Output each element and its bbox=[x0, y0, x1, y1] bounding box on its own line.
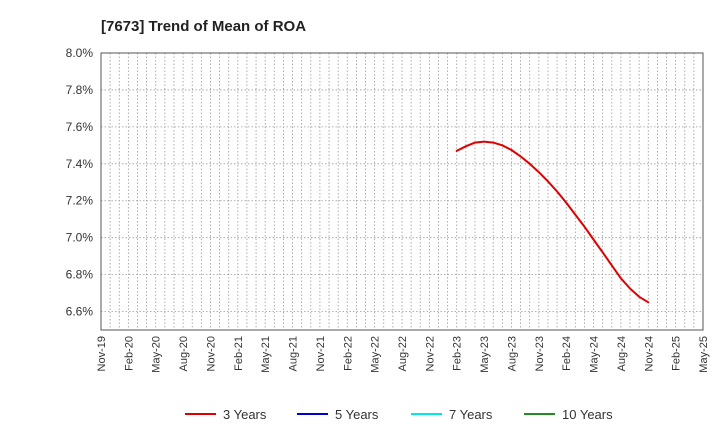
x-tick-label: Aug-20 bbox=[178, 336, 190, 371]
y-tick-label: 7.6% bbox=[66, 120, 94, 134]
y-tick-label: 7.0% bbox=[66, 231, 94, 245]
y-axis-ticks: 6.6% 6.8% 7.0% 7.2% 7.4% 7.6% 7.8% 8.0% bbox=[66, 46, 94, 319]
x-tick-label: May-22 bbox=[370, 336, 382, 373]
y-tick-label: 6.8% bbox=[66, 268, 94, 282]
x-tick-label: May-20 bbox=[151, 336, 163, 373]
x-tick-label: Feb-22 bbox=[342, 336, 354, 371]
y-tick-label: 8.0% bbox=[66, 46, 94, 60]
x-tick-label: Nov-21 bbox=[315, 336, 327, 371]
y-tick-label: 7.4% bbox=[66, 157, 94, 171]
plot-frame bbox=[100, 52, 704, 331]
y-tick-label: 6.6% bbox=[66, 305, 94, 319]
x-tick-label: May-23 bbox=[479, 336, 491, 373]
x-tick-label: Nov-23 bbox=[534, 336, 546, 371]
x-tick-label: Nov-19 bbox=[96, 336, 108, 371]
x-tick-label: Aug-21 bbox=[288, 336, 300, 371]
y-tick-label: 7.2% bbox=[66, 194, 94, 208]
x-tick-label: Aug-24 bbox=[616, 336, 628, 371]
legend-label: 7 Years bbox=[449, 407, 493, 422]
legend-label: 5 Years bbox=[335, 407, 379, 422]
x-tick-label: Feb-25 bbox=[671, 336, 683, 371]
legend: 3 Years 5 Years 7 Years 10 Years bbox=[185, 407, 613, 422]
x-tick-label: Feb-23 bbox=[452, 336, 464, 371]
x-tick-label: Feb-21 bbox=[233, 336, 245, 371]
x-tick-label: Nov-20 bbox=[205, 336, 217, 371]
y-tick-label: 7.8% bbox=[66, 83, 94, 97]
x-tick-label: Nov-22 bbox=[424, 336, 436, 371]
legend-label: 3 Years bbox=[223, 407, 267, 422]
series-layer bbox=[455, 140, 650, 304]
x-tick-label: May-24 bbox=[589, 336, 601, 373]
x-tick-label: Feb-24 bbox=[561, 336, 573, 371]
x-tick-label: May-25 bbox=[698, 336, 710, 373]
x-tick-label: Aug-23 bbox=[506, 336, 518, 371]
x-tick-label: Feb-20 bbox=[123, 336, 135, 371]
x-tick-label: Aug-22 bbox=[397, 336, 409, 371]
x-tick-label: May-21 bbox=[260, 336, 272, 373]
x-tick-label: Nov-24 bbox=[643, 336, 655, 371]
legend-label: 10 Years bbox=[562, 407, 613, 422]
grid-layer bbox=[101, 52, 703, 330]
x-axis-ticks: Nov-19 Feb-20 May-20 Aug-20 Nov-20 Feb-21 May-… bbox=[96, 336, 710, 373]
series-line-3-years bbox=[455, 140, 650, 304]
chart-title: [7673] Trend of Mean of ROA bbox=[101, 18, 306, 35]
